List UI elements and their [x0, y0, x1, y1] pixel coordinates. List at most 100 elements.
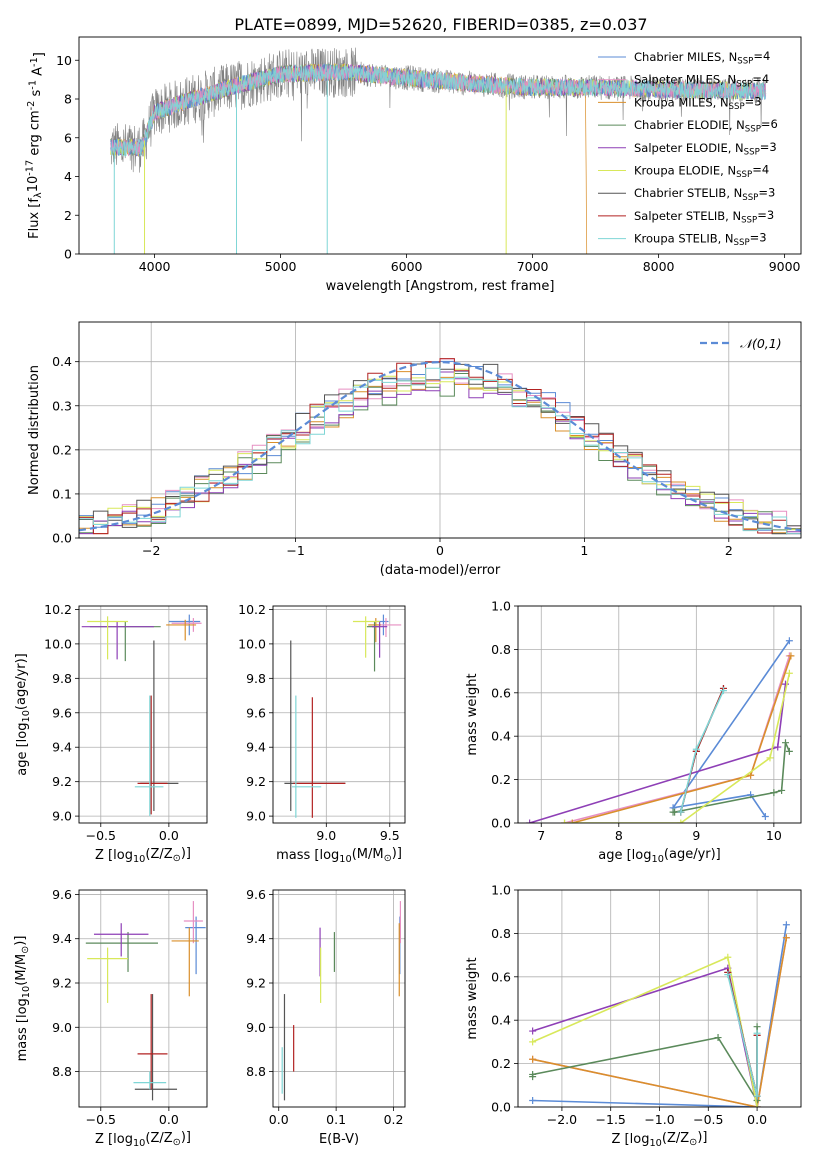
y-axis-label: Flux [fλ​10-17​ erg cm-2​ s-1​ A-1​]	[25, 52, 47, 239]
data-point	[379, 618, 402, 637]
y-tick-label: 9.4	[52, 931, 72, 946]
weight-marker	[692, 745, 700, 753]
model-spectrum-8	[110, 64, 766, 157]
axes-frame	[78, 321, 802, 539]
age_vs_Z-points	[81, 614, 202, 817]
legend-entry: Kroupa ELODIE, NSSP​=4	[634, 163, 769, 180]
weight-marker	[770, 789, 778, 797]
x-tick-label: 0.0	[159, 828, 179, 843]
normal-reference-curve	[79, 360, 801, 532]
histogram-series-8	[79, 367, 801, 538]
weight-marker	[785, 747, 793, 755]
y-tick-label: 0.0	[491, 1100, 511, 1115]
weight_vs_Z-lines	[529, 921, 790, 1107]
weight-marker	[714, 1034, 722, 1042]
legend-entry: Chabrier ELODIE, NSSP​=6	[634, 117, 778, 134]
residuals-panel: −2 −1 0 1 2 0.0 0.1 0.2 0.3 0.4 (data-model)/error…	[27, 321, 802, 578]
legend-entry: Chabrier MILES, NSSP​=4	[634, 49, 770, 66]
data-point	[81, 621, 154, 660]
x-tick-label: −0.5	[86, 828, 116, 843]
x-tick-label: 2	[725, 543, 733, 558]
y-tick-label: 1.0	[491, 883, 511, 898]
x-tick-label: −1	[286, 543, 304, 558]
data-point	[87, 616, 129, 660]
y-tick-label: 1.0	[491, 599, 511, 614]
axes-frame	[78, 605, 208, 824]
weight-marker	[753, 1023, 761, 1031]
mass_vs_EBV-panel: 0.0 0.1 0.2 8.8 9.0 9.2 9.4 9.6 E(B-V)	[246, 887, 406, 1147]
weight-marker	[568, 819, 576, 823]
x-tick-label: 7000	[517, 259, 549, 274]
y-tick-label: 4	[64, 169, 72, 184]
y-tick-label: 9.0	[246, 809, 266, 824]
x-axis-label: Z [log10​(Z/Z⊙​)]	[95, 846, 191, 865]
x-axis-label: E(B-V)	[319, 1132, 359, 1147]
weight-marker	[719, 687, 727, 695]
x-tick-label: −2.0	[547, 1112, 577, 1127]
y-tick-label: 10.2	[238, 602, 266, 617]
x-tick-label: 8000	[643, 259, 675, 274]
weight-marker	[766, 754, 774, 762]
y-tick-label: 10.0	[238, 636, 266, 651]
weight-marker	[782, 921, 790, 929]
y-tick-label: 9.4	[246, 931, 266, 946]
y-tick-label: 0.8	[491, 642, 511, 657]
legend-entry: Salpeter STELIB, NSSP​=3	[634, 208, 774, 225]
data-point	[85, 932, 158, 972]
x-tick-label: −0.5	[693, 1112, 723, 1127]
data-point	[87, 947, 129, 1003]
data-point	[183, 901, 203, 944]
y-tick-label: 8.8	[246, 1064, 266, 1079]
x-tick-label: 0.0	[747, 1112, 767, 1127]
residual-legend: 𝒩(0,1)	[700, 336, 782, 351]
x-axis-label: mass [log10​(M/M⊙​)]	[276, 846, 402, 865]
x-tick-label: −1.0	[644, 1112, 674, 1127]
x-tick-label: 10	[766, 828, 782, 843]
y-tick-label: 0.3	[52, 398, 72, 413]
y-axis-label: mass weight	[465, 957, 480, 1039]
mass_vs_EBV-points	[281, 901, 402, 1101]
data-point	[293, 697, 346, 818]
data-point	[133, 1071, 167, 1090]
y-tick-label: 0.0	[491, 816, 511, 831]
age_vs_mass-points	[284, 614, 402, 818]
y-tick-label: 0.2	[52, 442, 72, 457]
y-tick-label: 9.0	[246, 1020, 266, 1035]
weight-marker	[529, 1038, 537, 1046]
weight-marker	[529, 1027, 537, 1035]
y-tick-label: 0.2	[491, 1056, 511, 1071]
x-tick-label: 9.0	[316, 828, 336, 843]
x-axis-label: (data-model)/error	[380, 563, 501, 578]
weight-marker	[724, 953, 732, 961]
age_vs_Z-panel: −0.5 0.0 9.0 9.2 9.4 9.6 9.8 10.0 10.2 Z [log10​(…	[14, 602, 208, 865]
weight-marker	[526, 819, 534, 823]
y-tick-label: 0.4	[52, 354, 72, 369]
weight_vs_age-panel: 7 8 9 10 0.0 0.2 0.4 0.6 0.8 1.0 age [log10​(age/y…	[465, 599, 802, 865]
x-tick-label: 9.5	[380, 828, 400, 843]
axes-frame	[78, 889, 208, 1108]
x-tick-label: −2	[142, 543, 160, 558]
axes-frame	[78, 36, 802, 255]
x-tick-label: −0.5	[86, 1112, 116, 1127]
x-tick-label: 0.2	[384, 1112, 404, 1127]
x-tick-label: 7	[537, 828, 545, 843]
y-tick-label: 9.6	[52, 705, 72, 720]
mass_vs_Z-points	[85, 901, 206, 1101]
legend-entry: Kroupa MILES, NSSP​=3	[634, 95, 762, 112]
legend-entry: Chabrier STELIB, NSSP​=3	[634, 185, 775, 202]
legend-entry: Salpeter MILES, NSSP​=4	[634, 72, 769, 89]
spectrum-legend: Chabrier MILES, NSSP​=4 Salpeter MILES, N…	[598, 49, 778, 248]
model-spectrum-1	[110, 63, 767, 157]
x-axis-label: wavelength [Angstrom, rest frame]	[326, 279, 555, 294]
y-tick-label: 0.4	[491, 729, 511, 744]
y-tick-label: 10	[56, 53, 72, 68]
weight-marker	[677, 808, 685, 816]
y-tick-label: 10.0	[44, 636, 72, 651]
weight-marker	[677, 819, 685, 823]
data-point	[292, 695, 322, 818]
weight-marker	[561, 819, 569, 823]
x-tick-label: 0.0	[269, 1112, 289, 1127]
weight-marker	[774, 743, 782, 751]
data-point	[185, 916, 206, 975]
